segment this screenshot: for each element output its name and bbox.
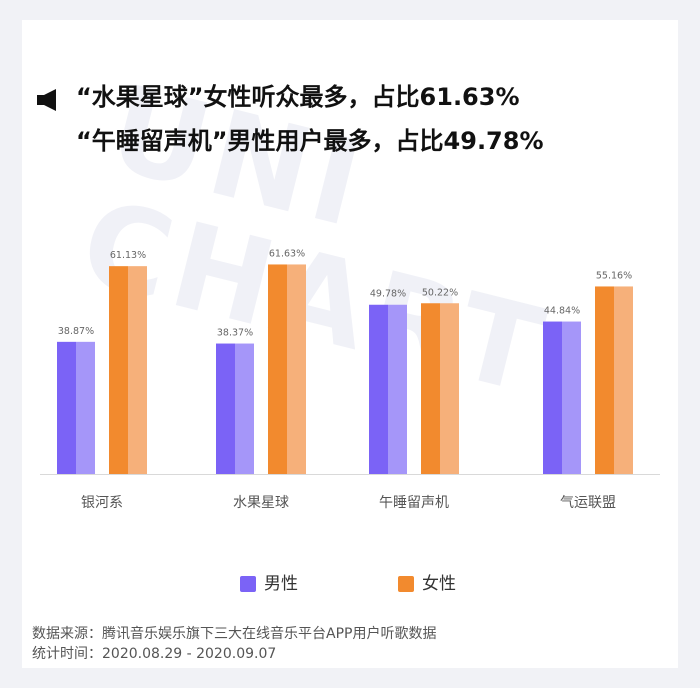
legend-item-female: 女性 bbox=[398, 570, 456, 598]
value-label-female-1: 61.63% bbox=[269, 248, 305, 259]
legend-swatch-female bbox=[398, 576, 414, 592]
bar-female-0-right bbox=[128, 266, 147, 474]
category-label-3: 气运联盟 bbox=[560, 495, 616, 511]
category-label-1: 水果星球 bbox=[233, 495, 289, 511]
bar-female-2-left bbox=[421, 303, 440, 474]
bar-female-1-right bbox=[287, 264, 306, 474]
value-label-male-2: 49.78% bbox=[370, 289, 406, 300]
value-labels-layer: 38.87% 61.13% 38.37% 61.63% 49.78% 50.22% 44.8… bbox=[58, 248, 632, 338]
bar-male-2-right bbox=[388, 304, 407, 474]
bar-female-0-left bbox=[109, 266, 128, 474]
bar-male-1-right bbox=[235, 343, 254, 474]
category-label-2: 午睡留声机 bbox=[379, 495, 449, 511]
bar-male-1-left bbox=[216, 343, 235, 474]
bar-male-3-right bbox=[562, 321, 581, 474]
value-label-female-3: 55.16% bbox=[596, 270, 632, 281]
value-label-male-1: 38.37% bbox=[217, 328, 253, 339]
bar-male-0-right bbox=[76, 341, 95, 474]
source-note: 数据来源：腾讯音乐娱乐旗下三大在线音乐平台APP用户听歌数据 bbox=[32, 626, 437, 642]
category-labels-layer: 银河系 水果星球 午睡留声机 气运联盟 bbox=[81, 495, 616, 511]
value-label-male-0: 38.87% bbox=[58, 326, 94, 337]
speaker-icon bbox=[37, 89, 56, 111]
bar-female-3-right bbox=[614, 286, 633, 474]
legend-item-male: 男性 bbox=[240, 570, 298, 598]
legend-swatch-male bbox=[240, 576, 256, 592]
bar-female-1-left bbox=[268, 264, 287, 474]
bar-male-3-left bbox=[543, 321, 562, 474]
category-label-0: 银河系 bbox=[81, 495, 123, 511]
bar-female-3-left bbox=[595, 286, 614, 474]
value-label-male-3: 44.84% bbox=[544, 306, 580, 317]
bar-female-2-right bbox=[440, 303, 459, 474]
legend-label-female: 女性 bbox=[422, 574, 456, 594]
value-label-female-0: 61.13% bbox=[110, 250, 146, 261]
title-line-1: “水果星球”女性听众最多，占比61.63% bbox=[76, 83, 520, 111]
value-label-female-2: 50.22% bbox=[422, 287, 458, 298]
bar-male-0-left bbox=[57, 341, 76, 474]
legend-label-male: 男性 bbox=[264, 574, 298, 594]
bar-male-2-left bbox=[369, 304, 388, 474]
date-range-note: 统计时间：2020.08.29 - 2020.09.07 bbox=[32, 646, 277, 662]
bars-layer bbox=[40, 264, 660, 475]
title-line-2: “午睡留声机”男性用户最多，占比49.78% bbox=[76, 127, 544, 155]
legend: 男性 女性 bbox=[0, 570, 700, 598]
